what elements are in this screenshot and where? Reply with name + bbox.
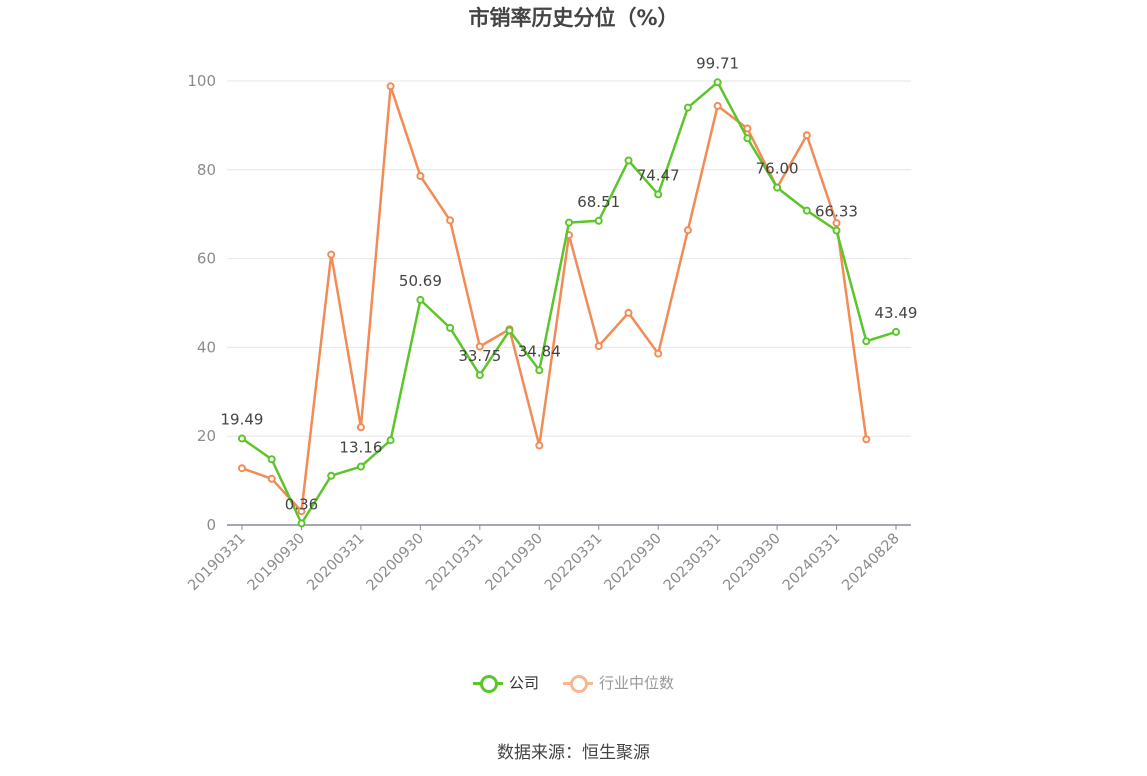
company-point	[802, 206, 811, 215]
company-point	[624, 156, 633, 165]
industry-point	[862, 435, 871, 444]
industry-point	[743, 124, 752, 133]
industry-point	[654, 349, 663, 358]
x-tick-label: 20230331	[661, 531, 725, 595]
industry-point	[327, 250, 336, 259]
x-tick-label: 20240828	[839, 531, 903, 595]
industry-point	[475, 342, 484, 351]
industry-point	[802, 131, 811, 140]
data-label: 33.75	[458, 347, 501, 365]
data-label: 43.49	[875, 304, 918, 322]
chart-title: 市销率历史分位（%）	[468, 6, 679, 30]
company-point	[327, 471, 336, 480]
data-label: 99.71	[696, 54, 739, 72]
legend-label-industry: 行业中位数	[599, 674, 675, 692]
company-point	[505, 326, 514, 335]
company-point	[713, 78, 722, 87]
industry-point	[594, 342, 603, 351]
company-point	[267, 455, 276, 464]
company-point	[654, 190, 663, 199]
company-point	[238, 434, 246, 443]
industry-point	[683, 226, 692, 235]
data-source: 数据来源：恒生聚源	[497, 743, 650, 763]
industry-point	[535, 441, 544, 450]
company-point	[743, 134, 752, 143]
data-label: 0.36	[285, 495, 318, 513]
data-label: 34.84	[518, 342, 561, 360]
x-tick-label: 20200930	[364, 531, 428, 595]
company-point	[683, 103, 692, 112]
x-tick-label: 20200331	[304, 531, 368, 595]
y-tick-label: 40	[197, 338, 216, 356]
x-tick-label: 20220930	[602, 531, 666, 595]
y-tick-label: 20	[197, 427, 216, 445]
data-labels: 19.49 0.36 13.16 50.69 33.75 34.84 68.51 74.47 9…	[221, 54, 918, 513]
y-tick-label: 80	[197, 161, 216, 179]
company-point	[892, 327, 900, 336]
company-point	[535, 366, 544, 375]
series-layer	[238, 78, 900, 528]
y-axis-ticks: 0 20 40 60 80 100	[187, 72, 216, 534]
x-axis: 2019033120190930202003312020093020210331…	[185, 524, 911, 595]
data-label: 74.47	[637, 166, 680, 184]
data-label: 68.51	[577, 193, 620, 211]
industry-point	[416, 172, 425, 180]
company-point	[773, 183, 782, 192]
company-point	[594, 216, 603, 225]
x-tick-label: 20230930	[720, 531, 784, 595]
industry-point	[267, 474, 276, 483]
industry-point	[832, 219, 841, 228]
data-label: 13.16	[339, 439, 382, 457]
x-tick-label: 20210331	[423, 531, 487, 595]
data-label: 76.00	[756, 160, 799, 178]
industry-point	[446, 216, 455, 225]
legend-item-company[interactable]: 公司	[472, 672, 539, 693]
data-label: 19.49	[221, 411, 264, 429]
industry-point	[624, 308, 633, 317]
x-tick-label: 20220331	[542, 531, 606, 595]
industry-point	[386, 82, 395, 91]
legend-label-company: 公司	[508, 674, 539, 692]
company-point	[832, 226, 841, 235]
industry-legend-icon	[563, 674, 593, 693]
company-point	[862, 337, 871, 346]
company-point	[386, 436, 395, 445]
y-tick-label: 100	[187, 72, 216, 90]
company-point	[416, 295, 425, 304]
industry-point	[713, 101, 722, 110]
company-legend-icon	[472, 674, 503, 693]
industry-series-line	[241, 85, 868, 513]
company-point	[356, 462, 365, 471]
grid-lines	[227, 80, 911, 437]
x-tick-label: 20210930	[483, 531, 547, 595]
company-point	[446, 323, 455, 332]
y-tick-label: 0	[206, 516, 216, 534]
legend-item-industry[interactable]: 行业中位数	[563, 672, 674, 693]
data-label: 50.69	[399, 272, 442, 290]
industry-point	[297, 507, 306, 516]
x-tick-label: 20190930	[245, 531, 309, 595]
company-point	[565, 218, 573, 227]
y-tick-label: 60	[197, 250, 216, 268]
industry-point	[238, 464, 246, 473]
legend: 公司 行业中位数	[0, 672, 1147, 693]
data-label: 66.33	[815, 203, 858, 221]
company-point	[475, 371, 484, 380]
company-point	[297, 519, 306, 528]
x-tick-label: 20190331	[185, 531, 249, 595]
x-tick-label: 20240331	[780, 531, 844, 595]
industry-point	[356, 423, 365, 432]
